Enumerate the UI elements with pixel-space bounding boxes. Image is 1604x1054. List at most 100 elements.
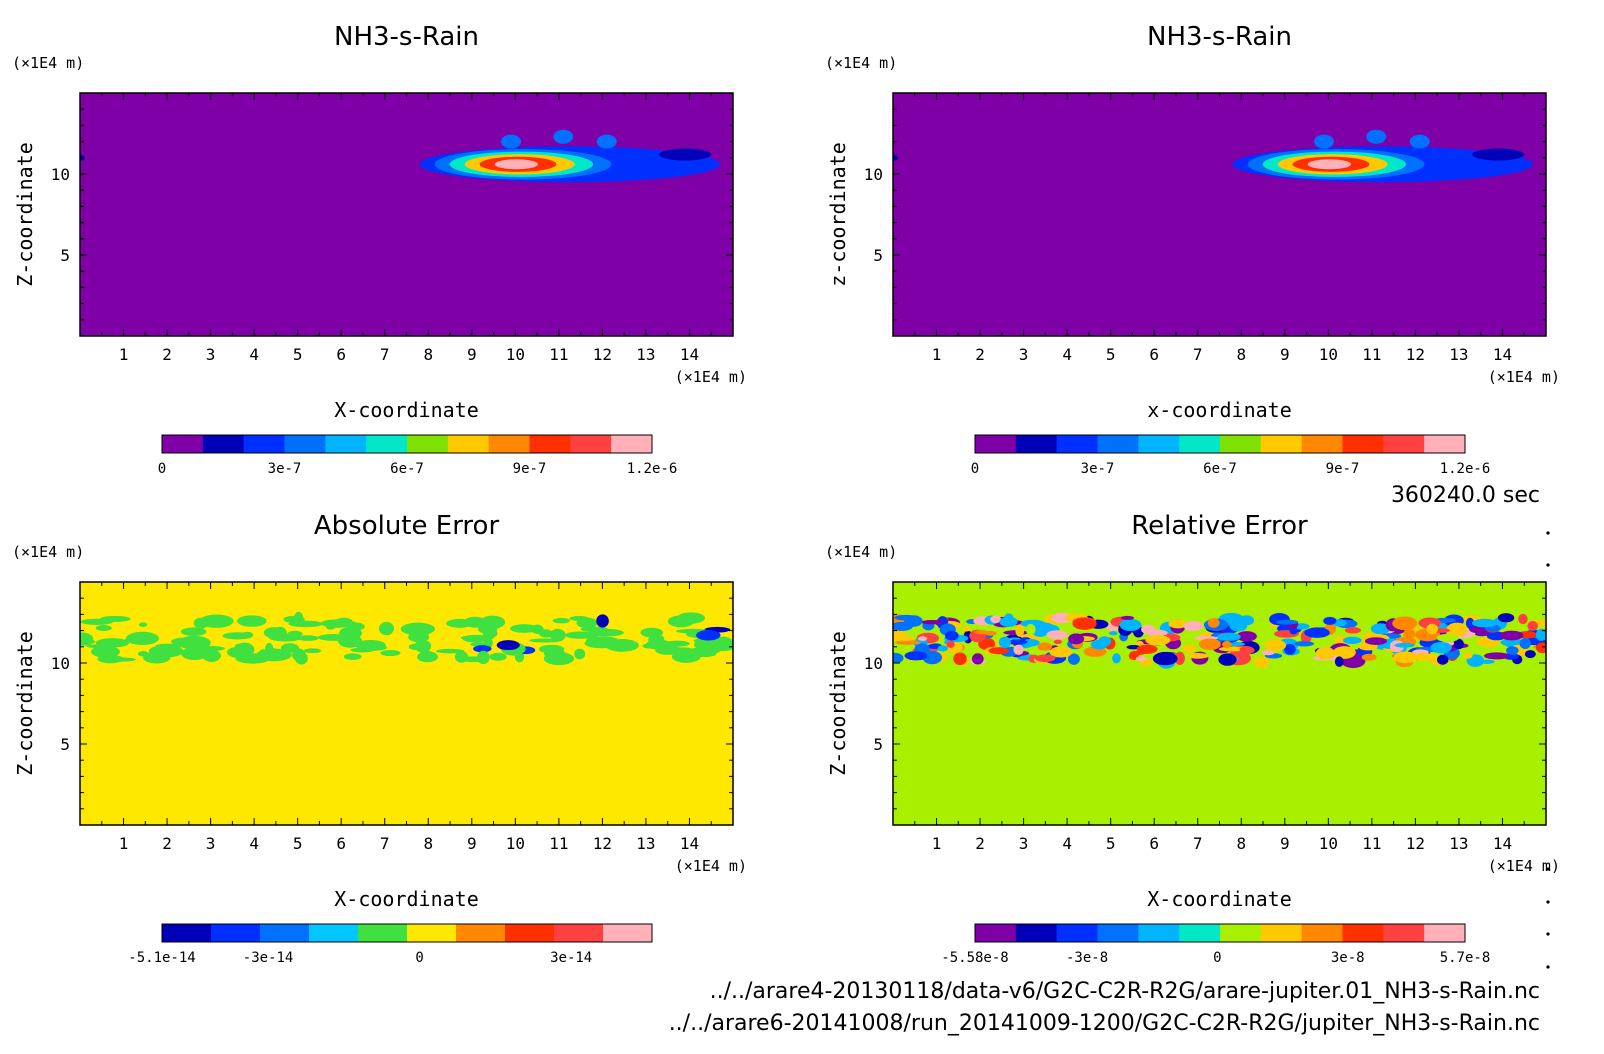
error-blob: [193, 617, 209, 629]
error-blob: [292, 648, 306, 662]
error-blob: [962, 626, 971, 632]
error-blob: [1430, 641, 1452, 654]
x-tick-label: 1: [932, 834, 942, 853]
error-blob: [241, 631, 254, 639]
colorbar-swatch: [529, 435, 571, 453]
x-tick-label: 9: [467, 834, 477, 853]
rain-plume: [1366, 129, 1387, 144]
error-blob: [1112, 653, 1121, 664]
colorbar-swatch: [1220, 924, 1262, 942]
error-blob: [237, 615, 267, 627]
x-tick-label: 10: [1319, 345, 1338, 364]
colorbar: 0 3e-7 6e-7 9e-7 1.2e-6: [971, 434, 1490, 477]
colorbar-frame: [161, 434, 653, 454]
error-blob: [1370, 623, 1391, 635]
colorbar-swatch: [975, 435, 1017, 453]
y-tick-label: 10: [864, 654, 883, 673]
error-blob: [1174, 651, 1185, 665]
x-tick-label: 12: [1406, 834, 1425, 853]
error-blob: [531, 624, 544, 635]
error-blob: [642, 643, 659, 649]
error-blob: [1446, 622, 1468, 637]
x-tick-label: 7: [380, 345, 390, 364]
file-path-1: ../../arare4-20130118/data-v6/G2C-C2R-R2…: [710, 979, 1540, 1004]
x-tick-label: 5: [1106, 345, 1116, 364]
x-tick-label: 2: [975, 345, 985, 364]
error-blob: [1500, 638, 1525, 647]
plot-background: [80, 93, 733, 336]
x-tick-label: 6: [336, 345, 346, 364]
error-blob: [378, 621, 395, 636]
error-blob: [1146, 629, 1168, 637]
y-axis-label: z-coordinate: [826, 142, 850, 287]
error-blob: [180, 627, 207, 636]
error-blob: [1436, 654, 1449, 665]
error-blob: [1108, 631, 1118, 636]
x-tick-label: 8: [1236, 834, 1246, 853]
error-blob: [953, 652, 967, 666]
colorbar-tick-label: 1.2e-6: [627, 461, 678, 477]
colorbar-swatch: [366, 435, 408, 453]
colorbar-swatch: [1424, 924, 1466, 942]
error-blob: [496, 640, 520, 651]
error-blob: [1497, 613, 1515, 623]
error-blob: [1412, 653, 1437, 661]
edge-dot: [1546, 563, 1550, 567]
error-blob: [596, 614, 609, 628]
error-blob: [1053, 639, 1063, 644]
error-blob: [360, 644, 387, 651]
x-tick-label: 13: [636, 834, 655, 853]
x-tick-label: 11: [549, 834, 568, 853]
colorbar-swatch: [284, 435, 326, 453]
rain-contour: [494, 159, 539, 170]
error-blob: [181, 647, 208, 661]
error-blob: [1051, 612, 1073, 624]
rain-plume: [553, 129, 574, 144]
error-blob: [454, 651, 469, 663]
error-blob: [1323, 616, 1337, 625]
error-blob: [297, 635, 319, 641]
error-blob: [1207, 617, 1220, 628]
panel-title: Relative Error: [1131, 511, 1308, 541]
colorbar-tick-label: 5.7e-8: [1440, 950, 1491, 966]
x-tick-label: 3: [206, 345, 216, 364]
y-axis-label: Z-coordinate: [826, 631, 850, 776]
y-axis-label: Z-coordinate: [13, 142, 37, 287]
error-blob: [569, 632, 600, 639]
error-blob: [640, 627, 664, 638]
file-path-2: ../../arare6-20141008/run_20141009-1200/…: [669, 1011, 1540, 1036]
colorbar-swatch: [162, 435, 204, 453]
colorbar-swatch: [447, 435, 490, 453]
colorbar-swatch: [975, 924, 1017, 942]
colorbar-swatch: [358, 924, 408, 942]
error-blob: [1216, 632, 1241, 641]
error-blob: [1534, 657, 1545, 667]
error-blob: [1145, 635, 1171, 646]
panel-4: Relative Error(×1E4 m)1 2 3 4 5 6 7 8 9 10 11 12 13 1…: [825, 511, 1560, 966]
error-blob: [1465, 617, 1475, 629]
error-blob: [446, 618, 474, 628]
colorbar-swatch: [1056, 435, 1098, 453]
colorbar-swatch: [1097, 435, 1139, 453]
y-tick-label: 10: [51, 165, 70, 184]
error-blob: [1535, 628, 1546, 641]
error-blob: [86, 644, 118, 649]
colorbar-frame: [974, 434, 1466, 454]
error-blob: [283, 615, 305, 624]
x-tick-label: 9: [1280, 345, 1290, 364]
error-blob: [1015, 624, 1025, 637]
error-blob: [1524, 650, 1536, 659]
x-tick-label: 11: [549, 345, 568, 364]
error-blob: [1261, 650, 1275, 656]
x-tick-label: 7: [1193, 345, 1203, 364]
colorbar: -5.58e-8 -3e-8 0 3e-8 5.7e-8: [941, 923, 1491, 966]
error-blob: [1236, 631, 1257, 642]
rain-plume: [596, 134, 617, 149]
edge-dot: [1546, 867, 1550, 871]
x-tick-label: 3: [206, 834, 216, 853]
x-tick-label: 8: [423, 834, 433, 853]
x-tick-label: 5: [293, 345, 303, 364]
x-axis-label: X-coordinate: [334, 398, 479, 422]
error-blob: [1068, 633, 1085, 645]
colorbar-swatch: [1179, 435, 1221, 453]
